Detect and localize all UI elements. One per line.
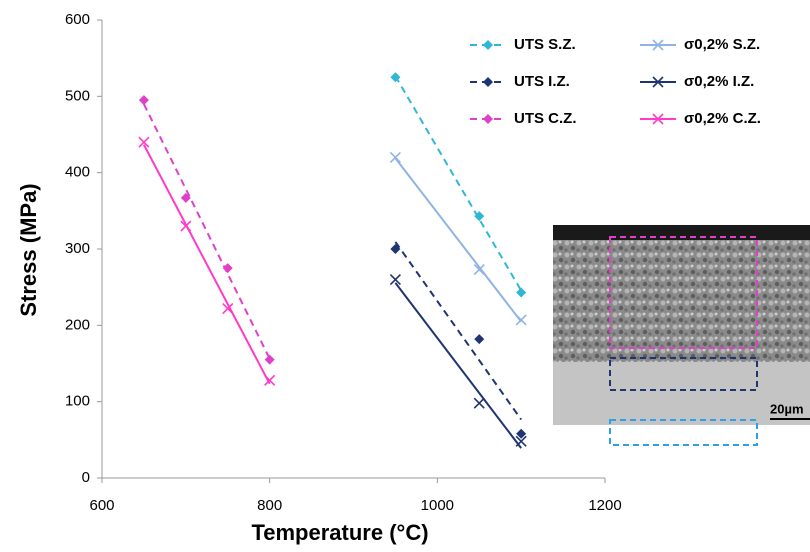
data-point [473,264,485,276]
y-tick-label: 100 [65,393,90,410]
legend-label: UTS S.Z. [514,36,576,53]
trend-line [394,241,522,421]
legend-label: σ0,2% I.Z. [684,73,754,90]
x-tick-label: 1200 [588,497,621,514]
inset-image: 20µm [553,225,810,446]
data-point [138,95,149,106]
data-point [264,354,275,365]
data-point [515,314,527,326]
x-tick-label: 1000 [421,497,454,514]
scale-label: 20µm [770,401,804,416]
y-tick-label: 400 [65,164,90,181]
data-point [390,72,401,83]
data-point [138,136,150,148]
legend-marker [483,40,493,50]
x-tick-label: 600 [89,497,114,514]
data-point [180,192,191,203]
data-point [474,211,485,222]
data-point [515,435,527,447]
legend-marker [483,77,493,87]
data-point [516,287,527,298]
data-point [389,273,401,286]
y-tick-label: 0 [82,469,90,486]
data-point [389,151,401,163]
data-point [222,302,234,315]
legend-label: UTS C.Z. [514,110,577,127]
legend-marker [652,76,664,88]
y-tick-label: 500 [65,87,90,104]
legend-label: UTS I.Z. [514,73,570,90]
data-point [516,428,527,439]
legend-marker [483,114,493,124]
data-point [222,263,233,274]
y-tick-label: 600 [65,11,90,28]
y-tick-label: 200 [65,316,90,333]
trend-line [143,103,271,360]
trend-line [394,75,523,292]
data-point [390,244,401,254]
legend-label: σ0,2% C.Z. [684,110,761,127]
x-axis-title: Temperature (°C) [251,520,428,545]
x-tick-label: 800 [257,497,282,514]
data-point [264,374,276,386]
legend-marker [652,39,664,51]
data-point [473,397,485,409]
legend-marker [652,113,664,125]
data-point [474,334,485,345]
trend-line [394,157,522,323]
y-tick-label: 300 [65,240,90,257]
trend-line [394,282,522,449]
trend-line [143,144,271,385]
y-axis-title: Stress (MPa) [16,183,41,316]
legend-label: σ0,2% S.Z. [684,36,760,53]
data-point [180,220,192,232]
